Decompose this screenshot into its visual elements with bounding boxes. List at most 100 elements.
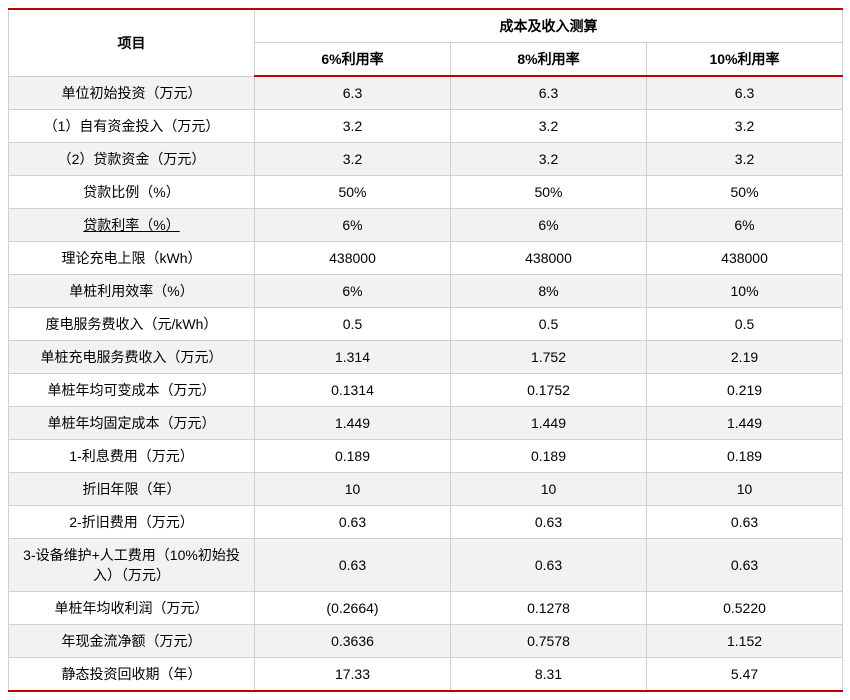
row-value: 438000 bbox=[647, 241, 843, 274]
row-value: 0.5220 bbox=[647, 591, 843, 624]
table-row: 贷款利率（%）6%6%6% bbox=[9, 208, 843, 241]
row-value: 0.63 bbox=[255, 505, 451, 538]
row-value: 0.1752 bbox=[451, 373, 647, 406]
row-value: 6% bbox=[255, 208, 451, 241]
row-value: 6.3 bbox=[647, 76, 843, 109]
table-row: （2）贷款资金（万元）3.23.23.2 bbox=[9, 142, 843, 175]
row-value: 0.189 bbox=[451, 439, 647, 472]
row-value: 10% bbox=[647, 274, 843, 307]
row-value: 1.449 bbox=[451, 406, 647, 439]
row-value: 0.63 bbox=[451, 505, 647, 538]
row-label: （1）自有资金投入（万元） bbox=[9, 109, 255, 142]
row-label: （2）贷款资金（万元） bbox=[9, 142, 255, 175]
row-label: 度电服务费收入（元/kWh） bbox=[9, 307, 255, 340]
row-value: 2.19 bbox=[647, 340, 843, 373]
row-value: 10 bbox=[255, 472, 451, 505]
row-label: 贷款比例（%） bbox=[9, 175, 255, 208]
table-row: 1-利息费用（万元）0.1890.1890.189 bbox=[9, 439, 843, 472]
row-label: 年现金流净额（万元） bbox=[9, 624, 255, 657]
cost-revenue-table: 项目 成本及收入测算 6%利用率 8%利用率 10%利用率 单位初始投资（万元）… bbox=[8, 8, 843, 692]
row-label: 贷款利率（%） bbox=[9, 208, 255, 241]
row-value: 438000 bbox=[255, 241, 451, 274]
header-col-1: 8%利用率 bbox=[451, 43, 647, 77]
row-value: 3.2 bbox=[255, 109, 451, 142]
row-value: 6% bbox=[451, 208, 647, 241]
row-value: 1.752 bbox=[451, 340, 647, 373]
cost-revenue-table-container: 项目 成本及收入测算 6%利用率 8%利用率 10%利用率 单位初始投资（万元）… bbox=[8, 8, 842, 692]
table-row: 单桩利用效率（%）6%8%10% bbox=[9, 274, 843, 307]
table-row: 贷款比例（%）50%50%50% bbox=[9, 175, 843, 208]
row-label: 静态投资回收期（年） bbox=[9, 657, 255, 691]
row-label: 单桩年均固定成本（万元） bbox=[9, 406, 255, 439]
row-value: 3.2 bbox=[647, 142, 843, 175]
header-col-0: 6%利用率 bbox=[255, 43, 451, 77]
table-body: 单位初始投资（万元）6.36.36.3（1）自有资金投入（万元）3.23.23.… bbox=[9, 76, 843, 691]
row-value: 3.2 bbox=[647, 109, 843, 142]
row-label: 单位初始投资（万元） bbox=[9, 76, 255, 109]
row-label: 3-设备维护+人工费用（10%初始投入）（万元） bbox=[9, 538, 255, 591]
row-value: 0.63 bbox=[255, 538, 451, 591]
table-row: 单桩年均固定成本（万元）1.4491.4491.449 bbox=[9, 406, 843, 439]
table-row: 折旧年限（年）101010 bbox=[9, 472, 843, 505]
table-row: 理论充电上限（kWh）438000438000438000 bbox=[9, 241, 843, 274]
row-label: 单桩年均收利润（万元） bbox=[9, 591, 255, 624]
row-value: 10 bbox=[451, 472, 647, 505]
row-value: 0.5 bbox=[255, 307, 451, 340]
row-label: 折旧年限（年） bbox=[9, 472, 255, 505]
row-value: 3.2 bbox=[255, 142, 451, 175]
table-row: 静态投资回收期（年）17.338.315.47 bbox=[9, 657, 843, 691]
row-value: 3.2 bbox=[451, 142, 647, 175]
row-value: 0.1278 bbox=[451, 591, 647, 624]
row-value: 50% bbox=[451, 175, 647, 208]
table-row: 3-设备维护+人工费用（10%初始投入）（万元）0.630.630.63 bbox=[9, 538, 843, 591]
row-value: 10 bbox=[647, 472, 843, 505]
row-value: 0.3636 bbox=[255, 624, 451, 657]
row-value: 6.3 bbox=[255, 76, 451, 109]
row-value: 0.63 bbox=[451, 538, 647, 591]
table-row: （1）自有资金投入（万元）3.23.23.2 bbox=[9, 109, 843, 142]
header-group: 成本及收入测算 bbox=[255, 9, 843, 43]
row-value: 8.31 bbox=[451, 657, 647, 691]
table-header: 项目 成本及收入测算 6%利用率 8%利用率 10%利用率 bbox=[9, 9, 843, 76]
table-row: 单桩年均可变成本（万元）0.13140.17520.219 bbox=[9, 373, 843, 406]
row-label: 单桩充电服务费收入（万元） bbox=[9, 340, 255, 373]
row-value: 0.189 bbox=[255, 439, 451, 472]
row-label: 单桩年均可变成本（万元） bbox=[9, 373, 255, 406]
row-value: 6% bbox=[647, 208, 843, 241]
row-value: 1.449 bbox=[255, 406, 451, 439]
row-value: 0.1314 bbox=[255, 373, 451, 406]
row-value: 6% bbox=[255, 274, 451, 307]
table-row: 单桩年均收利润（万元）(0.2664)0.12780.5220 bbox=[9, 591, 843, 624]
table-row: 单桩充电服务费收入（万元）1.3141.7522.19 bbox=[9, 340, 843, 373]
row-value: 0.5 bbox=[451, 307, 647, 340]
row-value: (0.2664) bbox=[255, 591, 451, 624]
table-row: 单位初始投资（万元）6.36.36.3 bbox=[9, 76, 843, 109]
row-label: 理论充电上限（kWh） bbox=[9, 241, 255, 274]
row-value: 438000 bbox=[451, 241, 647, 274]
row-value: 1.449 bbox=[647, 406, 843, 439]
row-value: 50% bbox=[255, 175, 451, 208]
row-label: 单桩利用效率（%） bbox=[9, 274, 255, 307]
row-value: 0.219 bbox=[647, 373, 843, 406]
header-project: 项目 bbox=[9, 9, 255, 76]
row-value: 0.5 bbox=[647, 307, 843, 340]
table-row: 2-折旧费用（万元）0.630.630.63 bbox=[9, 505, 843, 538]
row-value: 0.63 bbox=[647, 538, 843, 591]
row-value: 8% bbox=[451, 274, 647, 307]
row-label: 1-利息费用（万元） bbox=[9, 439, 255, 472]
header-col-2: 10%利用率 bbox=[647, 43, 843, 77]
row-value: 5.47 bbox=[647, 657, 843, 691]
row-value: 0.63 bbox=[647, 505, 843, 538]
table-row: 度电服务费收入（元/kWh）0.50.50.5 bbox=[9, 307, 843, 340]
row-value: 1.314 bbox=[255, 340, 451, 373]
row-value: 3.2 bbox=[451, 109, 647, 142]
row-label-text: 贷款利率（%） bbox=[83, 217, 179, 233]
row-value: 6.3 bbox=[451, 76, 647, 109]
row-value: 0.189 bbox=[647, 439, 843, 472]
row-value: 0.7578 bbox=[451, 624, 647, 657]
row-value: 17.33 bbox=[255, 657, 451, 691]
table-row: 年现金流净额（万元）0.36360.75781.152 bbox=[9, 624, 843, 657]
row-value: 50% bbox=[647, 175, 843, 208]
row-label: 2-折旧费用（万元） bbox=[9, 505, 255, 538]
row-value: 1.152 bbox=[647, 624, 843, 657]
